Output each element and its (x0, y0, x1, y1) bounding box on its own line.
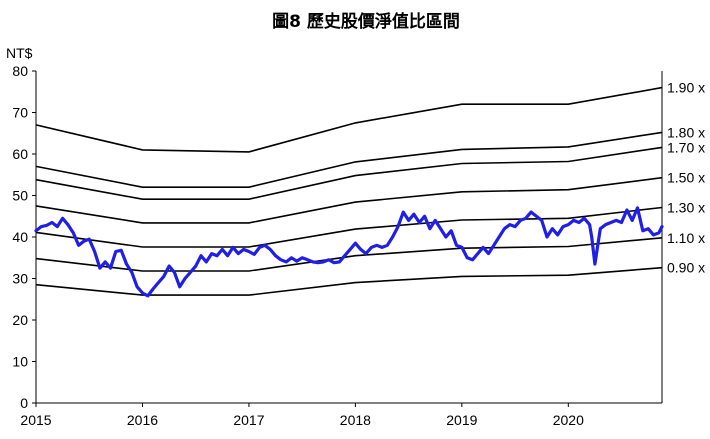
x-tick-label: 2018 (340, 412, 371, 428)
pb-band-lines (35, 86, 663, 296)
y-tick-label: 10 (12, 354, 28, 370)
band-line (35, 266, 663, 296)
x-tick-label: 2015 (20, 412, 51, 428)
y-tick-label: 60 (12, 146, 28, 162)
y-tick-label: 20 (12, 312, 28, 328)
band-label: 0.90 x (667, 260, 705, 276)
y-tick-label: 50 (12, 188, 28, 204)
band-line (35, 146, 663, 200)
price-series (34, 206, 664, 298)
band-label: 1.80 x (667, 124, 705, 140)
price-line (34, 206, 664, 298)
y-tick-label: 40 (12, 229, 28, 245)
y-axis-ticks: 0 10 20 30 40 50 60 70 80 (12, 63, 36, 411)
x-axis-ticks: 2015 2016 2017 2018 2019 2020 (20, 403, 584, 428)
y-tick-label: 70 (12, 105, 28, 121)
band-label: 1.10 x (667, 230, 705, 246)
band-label: 1.30 x (667, 200, 705, 216)
x-tick-label: 2016 (127, 412, 158, 428)
axes (35, 71, 663, 404)
y-tick-label: 80 (12, 63, 28, 79)
band-line (35, 176, 663, 224)
x-tick-label: 2017 (233, 412, 264, 428)
band-label: 1.90 x (667, 80, 705, 96)
y-tick-label: 30 (12, 271, 28, 287)
pb-band-labels: 0.90 x 1.10 x 1.30 x 1.50 x 1.70 x1.80 x 1.90… (667, 80, 705, 276)
y-axis-unit-label: NT$ (6, 45, 33, 61)
band-label: 1.70 x (667, 139, 705, 155)
chart-title: 圖8 歷史股價淨值比區間 (272, 11, 460, 32)
band-line (35, 86, 663, 153)
x-tick-label: 2019 (446, 412, 477, 428)
x-tick-label: 2020 (553, 412, 584, 428)
band-line (35, 237, 663, 272)
band-line (35, 206, 663, 248)
band-label: 1.50 x (667, 170, 705, 186)
y-tick-label: 0 (20, 395, 28, 411)
band-line (35, 131, 663, 188)
